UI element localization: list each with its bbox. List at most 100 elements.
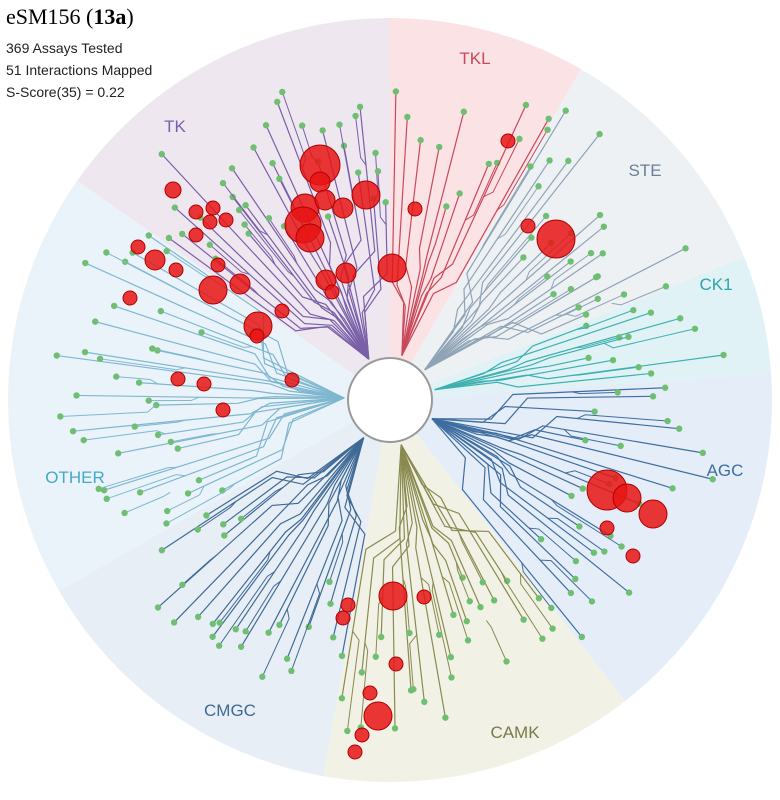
sub-branch <box>458 533 484 583</box>
kinase-node <box>516 135 523 143</box>
kinase-node <box>675 425 683 432</box>
sub-branch <box>261 608 290 677</box>
kinase-node <box>596 130 603 138</box>
kinase-node <box>288 667 295 675</box>
group-label: OTHER <box>45 468 105 487</box>
hit-marker <box>599 520 615 536</box>
kinase-node <box>81 348 89 356</box>
hit-marker <box>536 219 576 259</box>
branch <box>432 387 666 420</box>
kinase-node <box>669 485 676 492</box>
branch <box>156 397 345 406</box>
kinase-node <box>110 302 118 310</box>
branch <box>118 397 345 454</box>
branch <box>206 437 364 516</box>
kinase-node <box>591 408 598 415</box>
branch <box>431 418 703 454</box>
kinase-node <box>241 221 248 228</box>
branch <box>400 444 495 601</box>
sector <box>77 18 390 400</box>
kinase-node <box>544 273 551 280</box>
group-label: TKL <box>459 49 490 68</box>
title-compound: eSM156 ( <box>6 4 93 29</box>
branch <box>401 193 461 356</box>
kinase-node <box>276 621 283 629</box>
hit-marker <box>335 262 357 284</box>
kinase-node <box>235 206 243 214</box>
branch <box>132 252 345 399</box>
kinase-node <box>382 199 389 206</box>
kinase-node <box>229 193 236 201</box>
sub-branch <box>603 328 696 349</box>
kinase-node <box>630 306 637 314</box>
kinase-node <box>682 245 689 252</box>
hit-marker <box>188 227 204 243</box>
stat-score: S-Score(35) = 0.22 <box>6 84 125 100</box>
kinase-node <box>617 442 624 450</box>
kinase-node <box>203 512 210 519</box>
kinase-node <box>352 112 359 120</box>
kinase-node <box>575 304 582 311</box>
kinase-node <box>522 101 530 109</box>
sub-branch <box>550 252 592 290</box>
kinase-node <box>115 450 122 457</box>
sub-branch <box>245 580 282 632</box>
kinase-node <box>664 417 671 425</box>
branch <box>400 444 446 718</box>
branch <box>434 372 652 391</box>
branch <box>434 336 629 391</box>
kinase-node <box>436 143 443 151</box>
kinase-node <box>324 213 332 220</box>
hit-marker <box>520 218 536 234</box>
kinase-node <box>535 183 542 190</box>
kinase-node <box>661 384 669 391</box>
kinase-node <box>265 215 273 222</box>
branch <box>95 321 345 399</box>
group-label: CMGC <box>204 701 256 720</box>
kinase-node <box>618 543 625 550</box>
hit-marker <box>215 402 231 418</box>
branch <box>85 262 345 399</box>
branch <box>362 202 388 360</box>
kinase-node <box>392 88 400 95</box>
branch <box>424 256 524 371</box>
kinase-node <box>242 201 249 209</box>
sub-branch <box>529 276 597 318</box>
kinase-node <box>327 600 334 607</box>
sub-branch <box>464 162 498 221</box>
branch <box>431 418 611 537</box>
kinase-node <box>435 631 443 638</box>
title-close: ) <box>126 4 133 29</box>
kinase-node <box>503 658 510 665</box>
sub-branch <box>83 430 166 441</box>
hit-marker <box>144 249 166 271</box>
hit-marker <box>335 610 351 626</box>
branch <box>431 418 572 594</box>
kinase-node <box>326 578 333 586</box>
branch <box>103 397 345 491</box>
sub-branch <box>106 474 186 500</box>
kinase-node <box>274 98 281 106</box>
kinase-node <box>601 548 608 555</box>
kinase-node <box>527 163 534 170</box>
sub-branch <box>166 483 236 524</box>
kinase-node <box>572 575 579 583</box>
sub-branch <box>290 583 321 672</box>
kinase-node <box>131 423 138 430</box>
sub-branch <box>540 559 593 602</box>
branch <box>431 418 580 527</box>
sub-branch <box>528 527 577 562</box>
kinase-node <box>219 179 227 187</box>
kinase-node <box>456 190 463 197</box>
sub-branch <box>106 252 191 297</box>
kinase-node <box>572 557 580 565</box>
kinase-node <box>372 149 379 157</box>
sub-branch <box>496 129 548 211</box>
kinase-node <box>464 637 472 644</box>
sub-branch <box>483 215 547 292</box>
kinase-node <box>164 507 171 515</box>
kinase-node <box>662 283 670 290</box>
kinase-node <box>96 355 104 363</box>
kinase-node <box>535 595 543 602</box>
kinase-node <box>184 490 192 497</box>
